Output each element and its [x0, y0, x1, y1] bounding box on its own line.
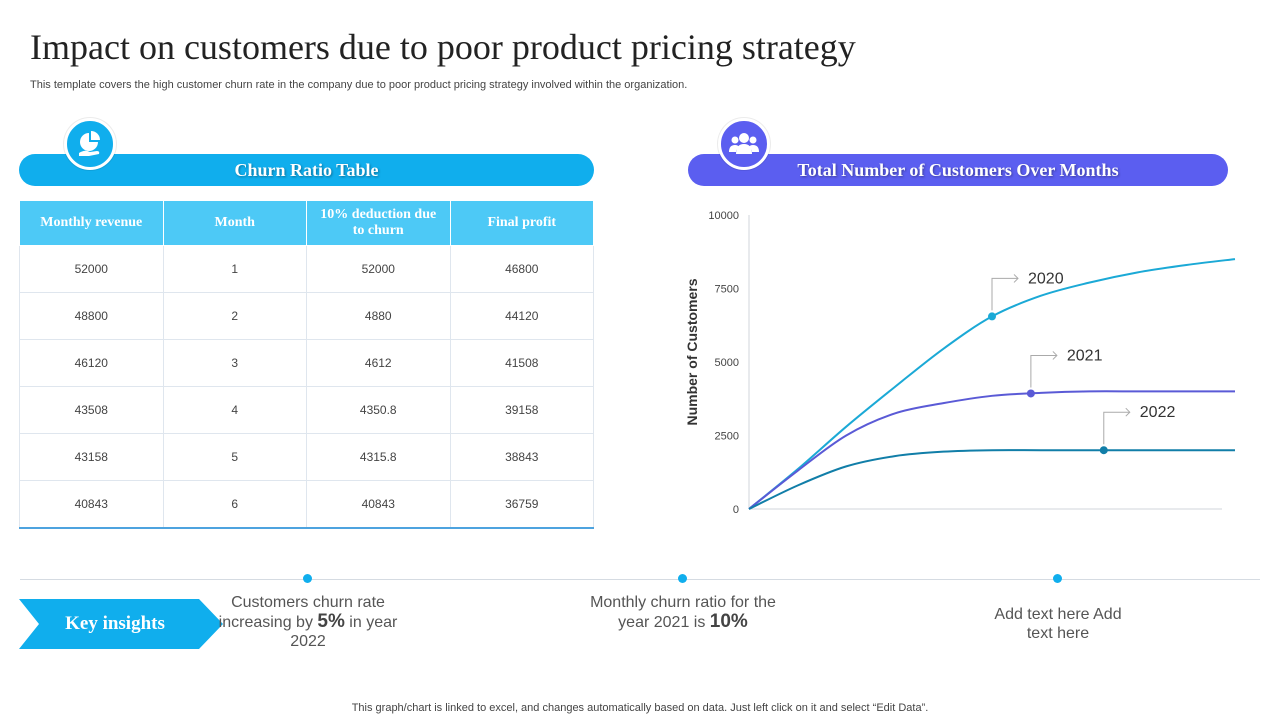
series-callout-arrow-2020 [1013, 274, 1019, 283]
y-tick-label: 7500 [715, 284, 739, 296]
series-callout-arrow-2021 [1052, 351, 1058, 360]
header-monthly-revenue: Monthly revenue [19, 200, 164, 246]
churn-table-banner: Churn Ratio Table [19, 154, 594, 186]
table-cell: 38843 [449, 433, 594, 481]
series-line-2021 [748, 390, 1235, 510]
insight-2-text: Monthly churn ratio for the year 2021 is [590, 594, 776, 631]
table-cell: 3 [162, 339, 307, 387]
insight-dot-2 [678, 574, 687, 583]
key-insights-label: Key insights [65, 613, 165, 634]
table-cell: 1 [162, 245, 307, 293]
page-subtitle: This template covers the high customer c… [30, 79, 688, 91]
table-row: 43158 5 4315.8 38843 [19, 433, 594, 481]
customers-chart-banner: Total Number of Customers Over Months [688, 154, 1228, 186]
table-cell: 48800 [19, 292, 164, 340]
series-callout-line-2020 [991, 277, 1018, 311]
y-tick-label: 5000 [715, 357, 739, 369]
table-cell: 52000 [19, 245, 164, 293]
series-marker-2021 [1026, 389, 1035, 398]
key-insights-arrow-shape [19, 599, 223, 649]
pie-chart-hand-icon [64, 118, 116, 170]
table-cell: 4880 [306, 292, 451, 340]
header-deduction: 10% deduction due to churn [306, 200, 451, 246]
table-header-row: Monthly revenue Month 10% deduction due … [19, 200, 594, 246]
table-row: 48800 2 4880 44120 [19, 292, 594, 340]
insights-divider [20, 579, 1260, 580]
table-cell: 4612 [306, 339, 451, 387]
table-row: 52000 1 52000 46800 [19, 245, 594, 293]
table-cell: 39158 [449, 386, 594, 434]
table-cell: 40843 [19, 480, 164, 529]
table-cell: 40843 [306, 480, 451, 529]
series-marker-2020 [988, 312, 996, 321]
insight-item-3: Add text here Add text here [988, 605, 1128, 643]
table-row: 40843 6 40843 36759 [19, 480, 594, 529]
churn-ratio-table: Monthly revenue Month 10% deduction due … [19, 200, 594, 529]
table-row: 43508 4 4350.8 39158 [19, 386, 594, 434]
series-marker-2022 [1099, 446, 1108, 455]
series-label-2021: 2021 [1067, 347, 1103, 364]
table-cell: 46800 [449, 245, 594, 293]
insight-item-1: Customers churn rate increasing by 5% in… [208, 593, 408, 651]
footer-note: This graph/chart is linked to excel, and… [351, 702, 929, 714]
insight-item-2: Monthly churn ratio for the year 2021 is… [583, 593, 783, 632]
y-tick-label: 0 [733, 504, 739, 516]
insight-3-text: Add text here Add text here [994, 606, 1122, 642]
insight-1-text-end: in year 2022 [290, 614, 398, 650]
insight-1-value: 5% [317, 611, 345, 632]
insight-dot-1 [303, 574, 312, 583]
series-label-2022: 2022 [1140, 404, 1176, 421]
table-cell: 41508 [449, 339, 594, 387]
table-cell: 5 [162, 433, 307, 481]
table-cell: 46120 [19, 339, 164, 387]
header-month: Month [162, 200, 307, 246]
table-cell: 52000 [306, 245, 451, 293]
table-cell: 4 [162, 386, 307, 434]
table-cell: 6 [162, 480, 307, 529]
table-cell: 4315.8 [306, 433, 451, 481]
table-cell: 44120 [449, 292, 594, 340]
series-callout-arrow-2022 [1125, 407, 1131, 417]
table-cell: 2 [162, 292, 307, 340]
table-cell: 43158 [19, 433, 164, 481]
table-cell: 43508 [19, 386, 164, 434]
insight-1-text: Customers churn rate increasing by [218, 594, 385, 631]
header-final-profit: Final profit [449, 200, 594, 246]
series-line-2022 [748, 449, 1235, 510]
insight-dot-3 [1053, 574, 1062, 583]
table-row: 46120 3 4612 41508 [19, 339, 594, 387]
y-tick-label: 2500 [715, 431, 739, 443]
series-callout-line-2022 [1103, 411, 1130, 445]
insight-2-value: 10% [709, 611, 748, 632]
series-label-2020: 2020 [1028, 270, 1064, 287]
series-callout-line-2021 [1030, 354, 1057, 388]
y-axis-label: Number of Customers [684, 278, 700, 425]
page-title: Impact on customers due to poor product … [30, 27, 856, 67]
series-line-2020 [748, 258, 1236, 510]
y-tick-label: 10000 [708, 210, 739, 222]
table-cell: 36759 [449, 480, 594, 529]
table-cell: 4350.8 [306, 386, 451, 434]
users-group-icon [718, 118, 770, 170]
